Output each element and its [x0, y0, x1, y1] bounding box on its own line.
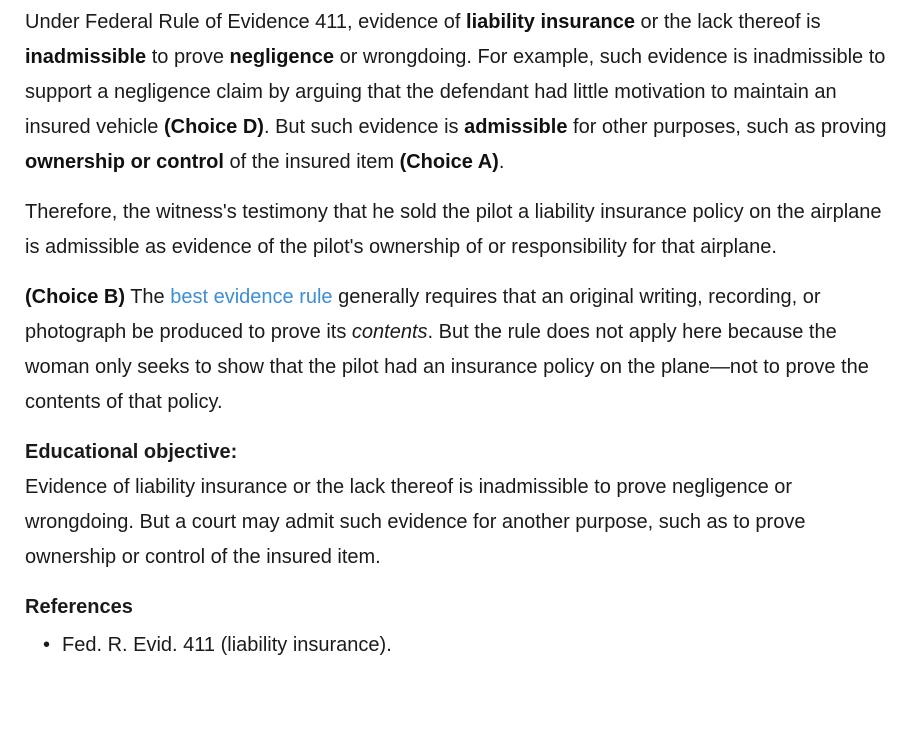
text-segment: . But such evidence is [263, 116, 465, 138]
choice-b-label: (Choice B) [25, 286, 125, 308]
text-segment: for other purposes, such as proving [567, 116, 887, 138]
text-segment: The [125, 286, 171, 308]
explanation-paragraph-3: (Choice B) The best evidence rule genera… [25, 280, 891, 420]
bold-term-admissible: admissible [464, 116, 568, 138]
references-heading: References [25, 596, 133, 618]
bullet-icon: • [43, 634, 51, 656]
references-list: • Fed. R. Evid. 411 (liability insurance… [25, 628, 891, 663]
bold-term-negligence: negligence [229, 46, 335, 68]
educational-objective-heading: Educational objective: [25, 441, 238, 463]
educational-objective-text: Evidence of liability insurance or the l… [25, 476, 806, 568]
bold-term-inadmissible: inadmissible [25, 46, 147, 68]
explanation-paragraph-1: Under Federal Rule of Evidence 411, evid… [25, 5, 891, 180]
text-segment: or the lack thereof is [634, 11, 821, 33]
text-segment: generally requires that an original writ… [25, 286, 821, 343]
text-segment: . But the rule does not apply here becau… [25, 321, 869, 413]
text-segment: to prove [146, 46, 230, 68]
reference-item: • Fed. R. Evid. 411 (liability insurance… [43, 628, 891, 663]
text-segment: Under Federal Rule of Evidence 411, evid… [25, 11, 467, 33]
text-segment: of the insured item [223, 151, 400, 173]
text-segment: . [498, 151, 505, 173]
choice-d-label: (Choice D) [163, 116, 264, 138]
best-evidence-rule-link[interactable]: best evidence rule [170, 286, 333, 308]
bold-term-ownership-or-control: ownership or control [25, 151, 224, 173]
italic-term-contents: contents [351, 321, 428, 343]
explanation-paragraph-2: Therefore, the witness's testimony that … [25, 201, 882, 258]
references-section: References • Fed. R. Evid. 411 (liabilit… [25, 590, 891, 663]
choice-a-label: (Choice A) [399, 151, 499, 173]
text-segment: or wrongdoing. For example, such evidenc… [25, 46, 886, 138]
bold-term-liability-insurance: liability insurance [466, 11, 635, 33]
educational-objective-section: Educational objective: Evidence of liabi… [25, 435, 891, 575]
reference-text: Fed. R. Evid. 411 (liability insurance). [62, 634, 392, 656]
explanation-content: Under Federal Rule of Evidence 411, evid… [25, 5, 891, 663]
